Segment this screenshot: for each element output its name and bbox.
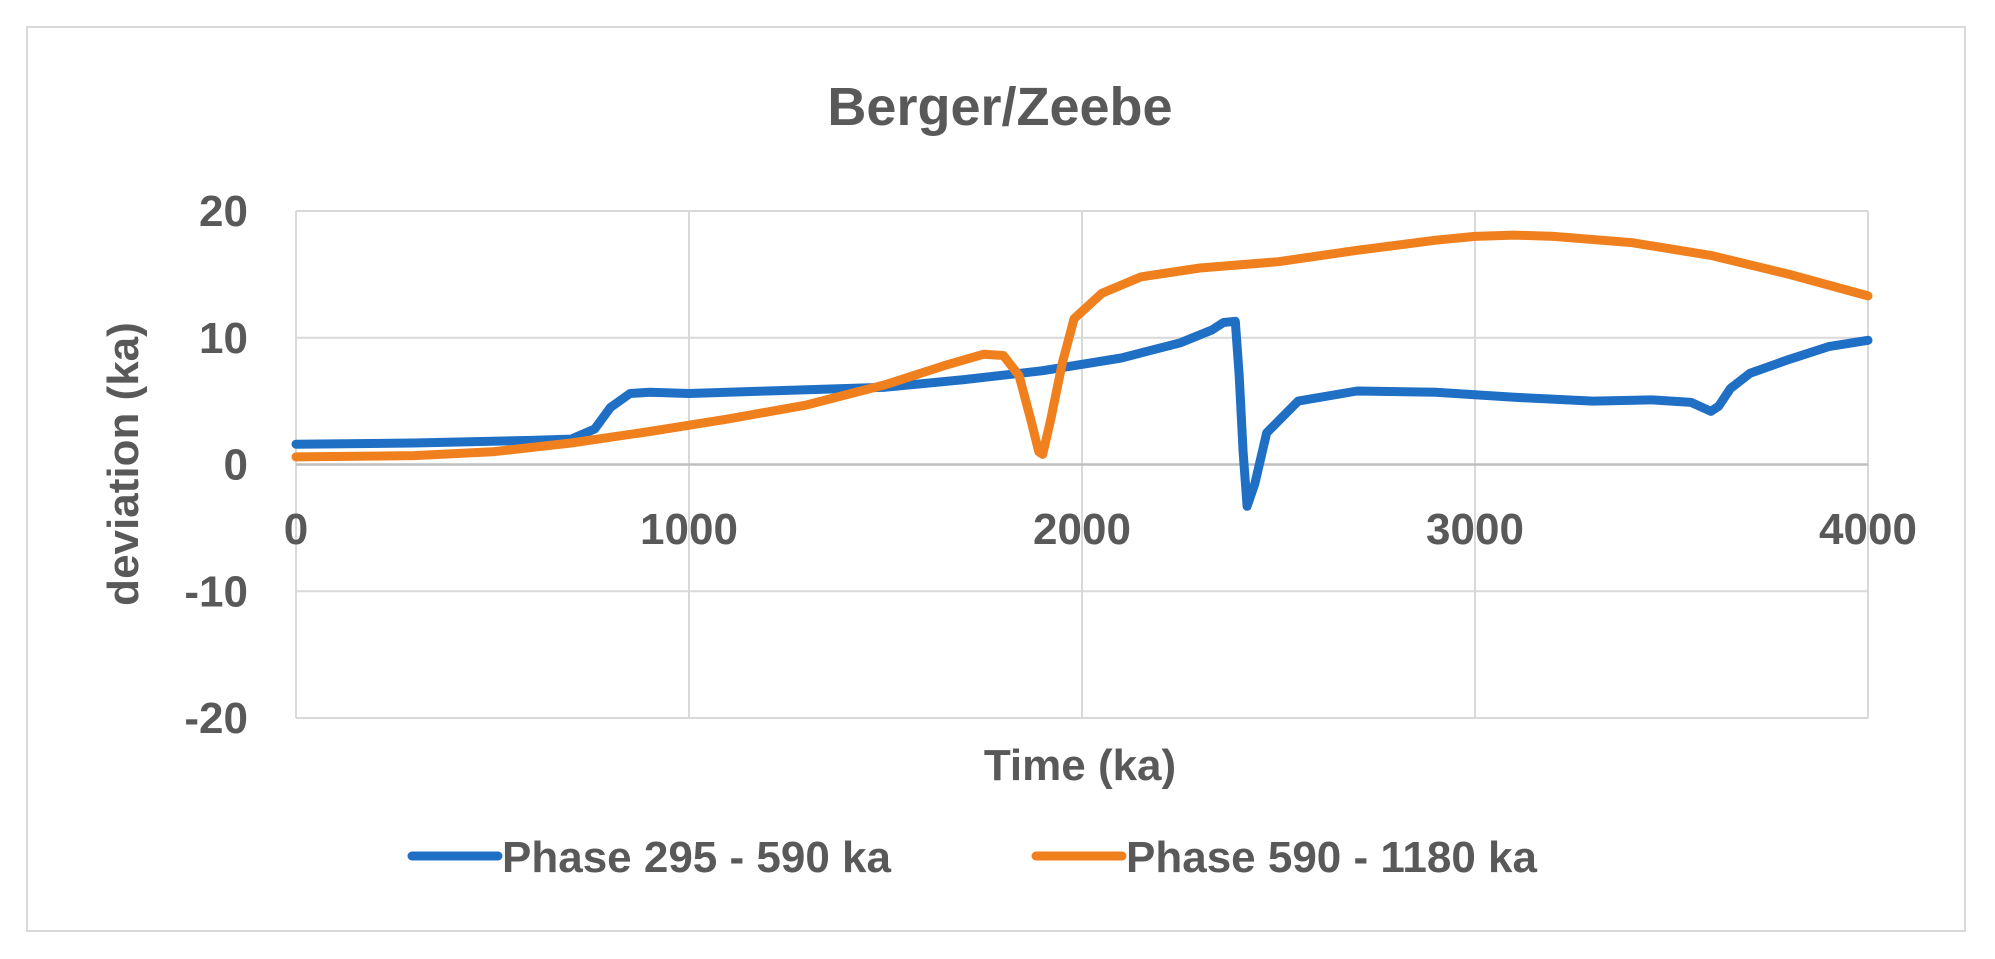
y-tick-label: -20 (184, 694, 248, 743)
y-tick-label: 20 (199, 187, 248, 236)
x-tick-label: 0 (284, 505, 308, 554)
chart-frame (26, 26, 1966, 932)
y-axis-tick-labels: 20 10 0 -10 -20 (184, 187, 248, 743)
x-tick-label: 2000 (1033, 505, 1131, 554)
y-tick-label: 0 (224, 441, 248, 490)
grid-lines (295, 210, 1869, 719)
legend-label: Phase 295 - 590 ka (502, 833, 891, 882)
legend-label: Phase 590 - 1180 ka (1126, 833, 1538, 882)
x-axis-title: Time (ka) (984, 741, 1176, 790)
series-line-2 (291, 230, 1873, 462)
legend: Phase 295 - 590 ka Phase 590 - 1180 ka (407, 833, 1538, 882)
series-lines (291, 230, 1873, 511)
y-tick-label: -10 (184, 567, 248, 616)
chart-title: Berger/Zeebe (827, 77, 1172, 137)
series-line-1 (291, 316, 1873, 511)
x-tick-label: 4000 (1819, 505, 1917, 554)
y-tick-label: 10 (199, 314, 248, 363)
y-axis-title: deviation (ka) (99, 322, 148, 606)
legend-item-2: Phase 590 - 1180 ka (1031, 833, 1538, 882)
legend-item-1: Phase 295 - 590 ka (407, 833, 891, 882)
x-axis-tick-labels: 0 1000 2000 3000 4000 (284, 505, 1917, 554)
x-tick-label: 1000 (640, 505, 738, 554)
x-tick-label: 3000 (1426, 505, 1524, 554)
